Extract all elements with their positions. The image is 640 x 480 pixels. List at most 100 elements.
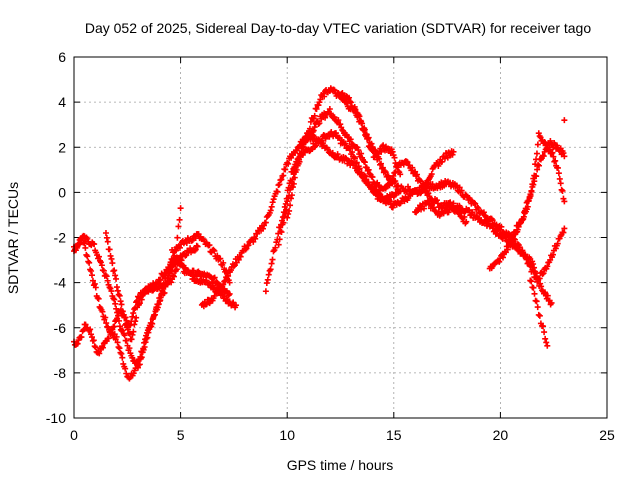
data-point bbox=[549, 149, 556, 156]
data-point bbox=[355, 147, 362, 154]
data-point bbox=[469, 209, 476, 216]
data-point bbox=[364, 135, 371, 142]
data-point bbox=[311, 133, 318, 140]
data-point bbox=[254, 230, 261, 237]
data-point bbox=[496, 258, 503, 265]
data-point bbox=[306, 125, 313, 132]
data-point bbox=[156, 298, 163, 305]
data-point bbox=[505, 242, 512, 249]
data-point bbox=[113, 275, 120, 282]
data-point bbox=[174, 234, 181, 241]
data-point bbox=[389, 204, 396, 211]
data-point bbox=[311, 124, 318, 131]
data-point bbox=[88, 334, 95, 341]
data-point bbox=[339, 126, 346, 133]
data-point bbox=[82, 321, 89, 328]
data-point bbox=[543, 141, 550, 148]
data-point bbox=[78, 334, 85, 341]
data-point bbox=[361, 159, 368, 166]
data-point bbox=[250, 238, 257, 245]
y-tick-label: 4 bbox=[58, 94, 66, 110]
data-point bbox=[538, 283, 545, 290]
y-tick-label: 6 bbox=[58, 49, 66, 65]
data-point bbox=[556, 175, 563, 182]
data-point bbox=[536, 312, 543, 319]
data-point bbox=[558, 186, 565, 193]
data-point bbox=[537, 280, 544, 287]
data-point bbox=[528, 278, 535, 285]
data-point bbox=[272, 244, 279, 251]
data-point bbox=[475, 205, 482, 212]
data-point bbox=[132, 318, 139, 325]
data-point bbox=[289, 184, 296, 191]
data-point bbox=[92, 344, 99, 351]
data-point bbox=[382, 169, 389, 176]
data-point bbox=[489, 217, 496, 224]
data-point bbox=[456, 184, 463, 191]
data-point bbox=[420, 184, 427, 191]
data-point bbox=[116, 345, 123, 352]
data-point bbox=[377, 161, 384, 168]
data-point bbox=[221, 293, 228, 300]
data-point bbox=[211, 247, 218, 254]
data-point bbox=[113, 305, 120, 312]
data-point bbox=[394, 164, 401, 171]
data-point bbox=[278, 229, 285, 236]
series-track-10 bbox=[337, 90, 404, 178]
data-point bbox=[134, 364, 141, 371]
data-point bbox=[115, 291, 122, 298]
data-point bbox=[224, 275, 231, 282]
data-point bbox=[119, 354, 126, 361]
data-point bbox=[141, 344, 148, 351]
data-point bbox=[284, 198, 291, 205]
data-point bbox=[471, 199, 478, 206]
data-point bbox=[277, 228, 284, 235]
data-point bbox=[529, 183, 536, 190]
data-point bbox=[116, 317, 123, 324]
data-point bbox=[519, 217, 526, 224]
data-point bbox=[88, 268, 95, 275]
x-tick-label: 5 bbox=[177, 427, 185, 443]
data-point bbox=[130, 310, 137, 317]
data-point bbox=[429, 181, 436, 188]
data-point bbox=[392, 177, 399, 184]
data-point bbox=[329, 149, 336, 156]
data-point bbox=[554, 240, 561, 247]
data-point bbox=[99, 344, 106, 351]
data-point bbox=[530, 175, 537, 182]
data-point bbox=[525, 197, 532, 204]
data-point bbox=[520, 215, 527, 222]
data-point bbox=[514, 226, 521, 233]
data-point bbox=[136, 300, 143, 307]
data-point bbox=[540, 270, 547, 277]
data-point bbox=[435, 162, 442, 169]
data-point bbox=[106, 246, 113, 253]
data-point bbox=[534, 304, 541, 311]
y-tick-label: -4 bbox=[54, 275, 67, 291]
data-point bbox=[144, 334, 151, 341]
data-point bbox=[544, 342, 551, 349]
data-point bbox=[263, 280, 270, 287]
series-track-8 bbox=[275, 106, 470, 248]
data-point bbox=[358, 120, 365, 127]
data-point bbox=[157, 294, 164, 301]
data-point bbox=[252, 235, 259, 242]
y-tick-label: -10 bbox=[46, 410, 66, 426]
data-point bbox=[369, 147, 376, 154]
data-point bbox=[533, 150, 540, 157]
data-point bbox=[114, 287, 121, 294]
data-point bbox=[535, 130, 542, 137]
data-point bbox=[175, 223, 182, 230]
data-point bbox=[275, 241, 282, 248]
data-point bbox=[173, 266, 180, 273]
data-point bbox=[163, 280, 170, 287]
data-points bbox=[71, 85, 568, 382]
series-track-5 bbox=[169, 231, 233, 286]
data-point bbox=[548, 299, 555, 306]
data-point bbox=[111, 267, 118, 274]
data-point bbox=[109, 260, 116, 267]
data-point bbox=[550, 153, 557, 160]
data-point bbox=[560, 150, 567, 157]
data-point bbox=[391, 154, 398, 161]
data-point bbox=[116, 292, 123, 299]
